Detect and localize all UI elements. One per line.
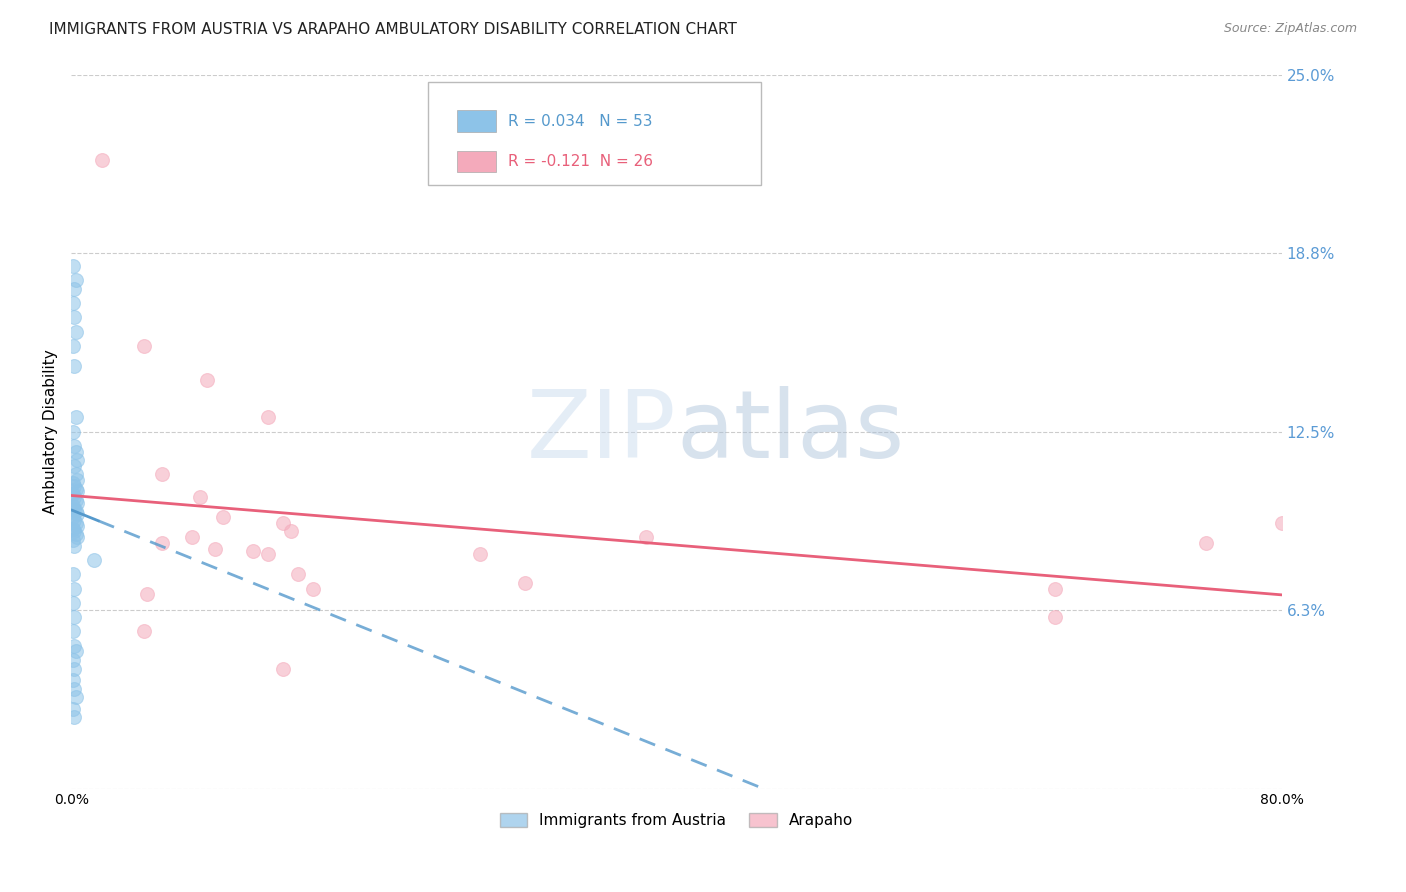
Point — [63, 479, 86, 493]
Point — [257, 547, 280, 561]
Point — [63, 490, 86, 504]
Point — [65, 493, 87, 508]
Point — [65, 482, 87, 496]
Point — [150, 536, 173, 550]
Point — [1195, 536, 1218, 550]
Point — [181, 530, 204, 544]
Point — [66, 473, 89, 487]
Point — [271, 662, 294, 676]
Point — [63, 524, 86, 539]
Point — [132, 624, 155, 639]
Point — [211, 510, 233, 524]
Point — [83, 553, 105, 567]
Point — [65, 325, 87, 339]
Point — [65, 444, 87, 458]
Point — [90, 153, 112, 168]
Text: R = -0.121  N = 26: R = -0.121 N = 26 — [508, 154, 654, 169]
Point — [62, 533, 84, 547]
Point — [62, 339, 84, 353]
Point — [271, 516, 294, 530]
Y-axis label: Ambulatory Disability: Ambulatory Disability — [44, 349, 58, 514]
Point — [62, 259, 84, 273]
Point — [63, 282, 86, 296]
Point — [242, 544, 264, 558]
Point — [62, 701, 84, 715]
Text: IMMIGRANTS FROM AUSTRIA VS ARAPAHO AMBULATORY DISABILITY CORRELATION CHART: IMMIGRANTS FROM AUSTRIA VS ARAPAHO AMBUL… — [49, 22, 737, 37]
Point — [66, 496, 89, 510]
Point — [63, 662, 86, 676]
Point — [1270, 516, 1292, 530]
Point — [63, 639, 86, 653]
FancyBboxPatch shape — [429, 82, 761, 186]
Point — [150, 467, 173, 482]
Point — [65, 516, 87, 530]
Point — [66, 508, 89, 522]
Point — [65, 690, 87, 705]
Point — [63, 582, 86, 596]
Point — [62, 522, 84, 536]
Point — [66, 518, 89, 533]
Point — [62, 475, 84, 490]
Point — [197, 373, 219, 387]
Point — [62, 487, 84, 501]
Point — [63, 610, 86, 624]
Legend: Immigrants from Austria, Arapaho: Immigrants from Austria, Arapaho — [494, 807, 859, 834]
Point — [62, 296, 84, 310]
Point — [1043, 610, 1066, 624]
Point — [136, 587, 159, 601]
Point — [132, 339, 155, 353]
Point — [63, 310, 86, 325]
Point — [302, 582, 325, 596]
Point — [63, 458, 86, 473]
Point — [468, 547, 491, 561]
Point — [65, 467, 87, 482]
Point — [66, 453, 89, 467]
Point — [63, 681, 86, 696]
Point — [62, 596, 84, 610]
Point — [515, 575, 537, 590]
Point — [62, 567, 84, 582]
Point — [66, 484, 89, 499]
Point — [65, 410, 87, 425]
Point — [280, 524, 302, 539]
Point — [287, 567, 309, 582]
Text: ZIP: ZIP — [527, 385, 676, 477]
Point — [62, 510, 84, 524]
Point — [257, 410, 280, 425]
Point — [62, 673, 84, 687]
Point — [62, 499, 84, 513]
Point — [63, 539, 86, 553]
Point — [62, 653, 84, 667]
Point — [636, 530, 658, 544]
Point — [63, 513, 86, 527]
Point — [63, 439, 86, 453]
Point — [63, 710, 86, 724]
Point — [62, 425, 84, 439]
Point — [65, 527, 87, 541]
Point — [188, 490, 211, 504]
Text: Source: ZipAtlas.com: Source: ZipAtlas.com — [1223, 22, 1357, 36]
Point — [63, 359, 86, 373]
Text: R = 0.034   N = 53: R = 0.034 N = 53 — [508, 114, 652, 129]
Point — [65, 273, 87, 287]
FancyBboxPatch shape — [457, 151, 496, 172]
Point — [65, 504, 87, 518]
Point — [1043, 582, 1066, 596]
Point — [66, 530, 89, 544]
Point — [62, 624, 84, 639]
Point — [204, 541, 226, 556]
Point — [63, 501, 86, 516]
Point — [65, 644, 87, 658]
FancyBboxPatch shape — [457, 111, 496, 132]
Text: atlas: atlas — [676, 385, 904, 477]
